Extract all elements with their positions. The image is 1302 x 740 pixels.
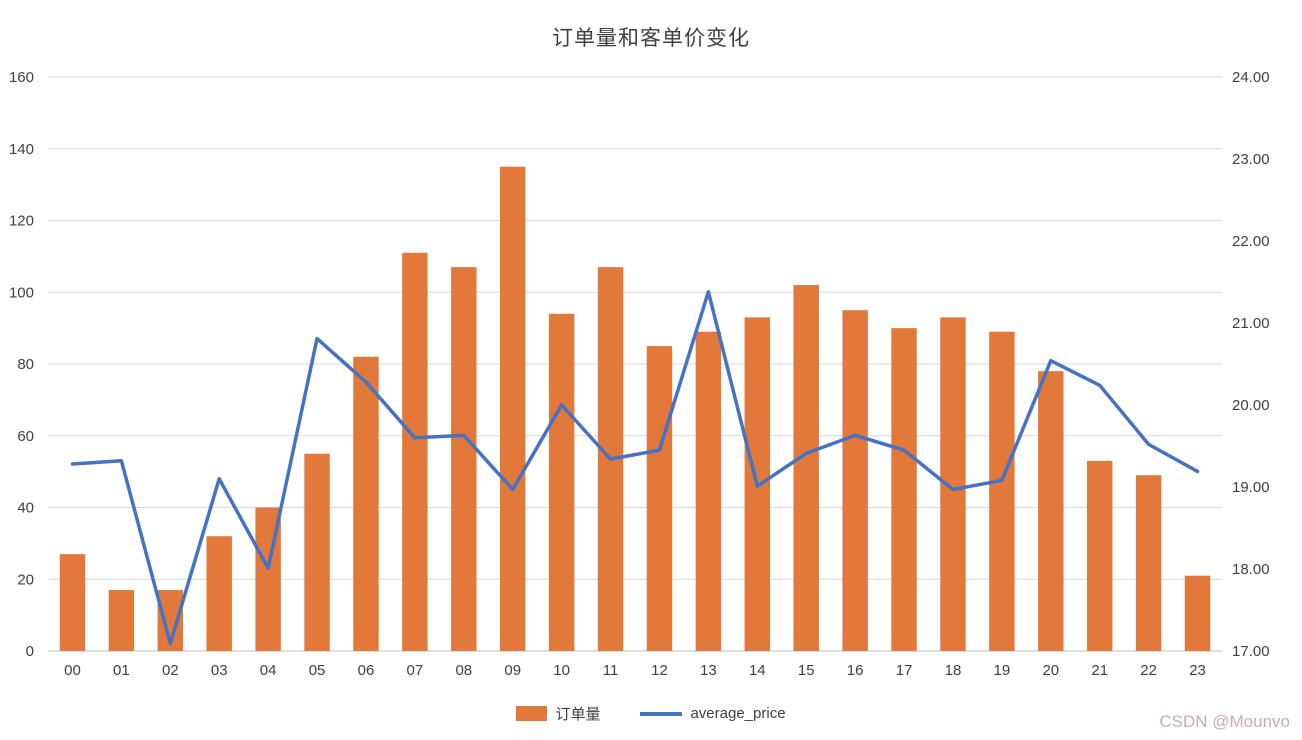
x-axis-tick-label: 17 bbox=[896, 662, 913, 679]
right-axis-tick-label: 17.00 bbox=[1232, 643, 1270, 660]
left-axis-tick-label: 80 bbox=[17, 356, 34, 373]
legend: 订单量 average_price bbox=[0, 703, 1302, 724]
x-axis-tick-label: 00 bbox=[64, 662, 81, 679]
bar bbox=[304, 453, 330, 651]
right-axis-tick-label: 21.00 bbox=[1232, 315, 1270, 332]
x-axis-tick-label: 13 bbox=[700, 662, 717, 679]
bar bbox=[1135, 475, 1162, 651]
left-axis-tick-label: 140 bbox=[9, 141, 34, 158]
bar bbox=[989, 331, 1015, 651]
left-axis-tick-label: 20 bbox=[17, 571, 34, 588]
x-axis-tick-label: 18 bbox=[945, 662, 962, 679]
x-axis-tick-label: 04 bbox=[260, 662, 277, 679]
bar-series bbox=[59, 166, 1211, 651]
left-axis-labels: 0 20 40 60 80 100 120 140 160 bbox=[9, 69, 34, 660]
x-axis-tick-label: 21 bbox=[1091, 662, 1108, 679]
right-axis-tick-label: 22.00 bbox=[1232, 233, 1270, 250]
line-legend-swatch bbox=[640, 711, 683, 716]
x-axis-tick-label: 23 bbox=[1189, 662, 1206, 679]
x-axis-tick-label: 08 bbox=[455, 662, 472, 679]
bar bbox=[695, 331, 722, 651]
left-axis-tick-label: 0 bbox=[26, 643, 34, 660]
left-axis-tick-label: 120 bbox=[9, 213, 34, 230]
legend-item-line: average_price bbox=[640, 705, 786, 722]
x-axis-tick-label: 19 bbox=[994, 662, 1011, 679]
bar bbox=[793, 285, 819, 651]
bar bbox=[891, 328, 917, 651]
bar bbox=[108, 590, 135, 651]
x-axis-tick-label: 07 bbox=[407, 662, 424, 679]
left-axis-tick-label: 40 bbox=[17, 500, 34, 517]
bar bbox=[1184, 575, 1211, 651]
bar bbox=[548, 313, 575, 651]
bar bbox=[206, 536, 232, 651]
x-axis-tick-label: 11 bbox=[603, 662, 619, 679]
left-axis-tick-label: 100 bbox=[9, 284, 34, 301]
x-axis-tick-label: 06 bbox=[358, 662, 375, 679]
x-axis-tick-label: 05 bbox=[309, 662, 326, 679]
x-axis-tick-label: 02 bbox=[162, 662, 179, 679]
x-axis-tick-label: 20 bbox=[1042, 662, 1059, 679]
x-axis-tick-label: 14 bbox=[749, 662, 766, 679]
left-axis-tick-label: 160 bbox=[9, 69, 34, 86]
bar bbox=[402, 252, 428, 651]
left-axis-tick-label: 60 bbox=[17, 428, 34, 445]
x-axis-tick-label: 22 bbox=[1140, 662, 1157, 679]
x-axis-tick-label: 16 bbox=[847, 662, 864, 679]
x-axis-tick-label: 10 bbox=[553, 662, 570, 679]
bar-legend-swatch bbox=[516, 706, 548, 721]
bar bbox=[451, 267, 477, 651]
right-axis-tick-label: 18.00 bbox=[1232, 561, 1270, 578]
line-legend-label: average_price bbox=[690, 705, 786, 722]
legend-item-bar: 订单量 bbox=[516, 703, 600, 724]
right-axis-tick-label: 24.00 bbox=[1232, 69, 1270, 86]
x-axis-tick-label: 12 bbox=[651, 662, 668, 679]
right-axis-tick-label: 23.00 bbox=[1232, 151, 1270, 168]
gridlines bbox=[48, 76, 1222, 652]
right-axis-tick-label: 19.00 bbox=[1232, 479, 1270, 496]
bar bbox=[353, 356, 379, 651]
bar bbox=[499, 166, 526, 651]
right-axis-tick-label: 20.00 bbox=[1232, 397, 1270, 414]
bar bbox=[59, 554, 86, 651]
bar bbox=[1038, 371, 1064, 651]
x-axis-tick-label: 03 bbox=[211, 662, 228, 679]
watermark: CSDN @Mounvo bbox=[1159, 712, 1290, 731]
chart-title: 订单量和客单价变化 bbox=[552, 27, 750, 50]
bar bbox=[1086, 460, 1113, 651]
bar bbox=[842, 310, 868, 651]
bar-legend-label: 订单量 bbox=[555, 706, 601, 723]
line-series bbox=[70, 290, 1200, 646]
x-axis-tick-label: 09 bbox=[504, 662, 521, 679]
x-axis-tick-label: 15 bbox=[798, 662, 815, 679]
x-axis-labels: 00 01 02 03 04 05 06 07 08 09 10 11 12 13 14 15 16 17 18 19… bbox=[64, 662, 1206, 679]
bar bbox=[646, 346, 673, 651]
right-axis-labels: 17.00 18.00 19.00 20.00 21.00 22.00 23.00 24.00 bbox=[1232, 69, 1270, 660]
x-axis-tick-label: 01 bbox=[113, 662, 130, 679]
